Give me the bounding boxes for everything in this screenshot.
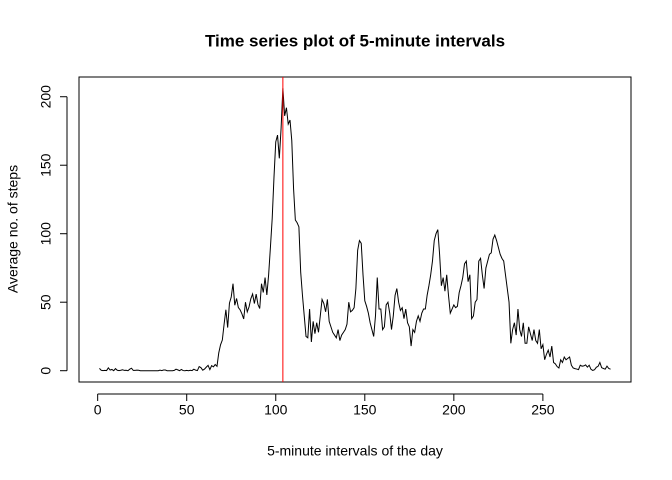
y-axis-label: Average no. of steps (5, 165, 21, 293)
x-tick-label: 100 (264, 402, 288, 418)
plot-frame (78, 76, 632, 383)
y-tick-label: 200 (38, 85, 54, 109)
y-tick-label: 50 (38, 294, 54, 310)
x-tick-label: 50 (179, 402, 195, 418)
y-tick-label: 0 (38, 367, 54, 375)
series-line (99, 88, 611, 372)
x-tick-label: 250 (531, 402, 555, 418)
x-tick-label: 200 (442, 402, 466, 418)
x-tick-label: 0 (94, 402, 102, 418)
y-tick-label: 150 (38, 153, 54, 177)
x-axis-label: 5-minute intervals of the day (267, 443, 443, 459)
x-tick-label: 150 (353, 402, 377, 418)
y-tick-label: 100 (38, 222, 54, 246)
chart-title: Time series plot of 5-minute intervals (205, 31, 505, 50)
